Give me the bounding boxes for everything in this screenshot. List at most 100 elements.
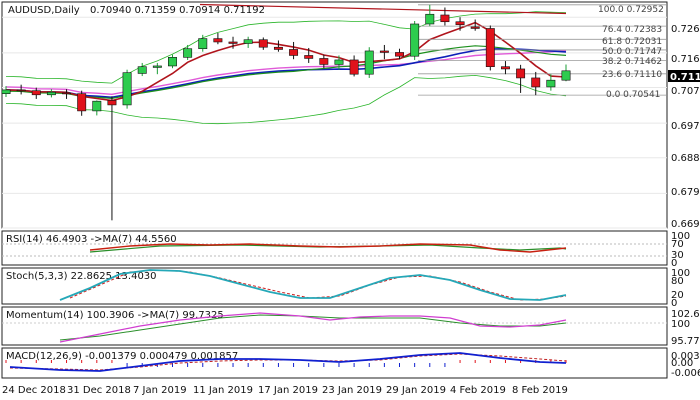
stoch-panel — [1, 267, 668, 305]
bear-candle — [16, 89, 26, 92]
bull-candle — [364, 50, 374, 75]
bull-candle — [1, 89, 11, 94]
momentum-line — [59, 312, 567, 343]
stoch-tick: 100 — [671, 268, 690, 279]
bull-candle — [546, 79, 556, 88]
moving-averages — [5, 3, 567, 102]
date-tick: 17 Jan 2019 — [258, 385, 318, 396]
bear-candle — [455, 21, 465, 26]
last-price-value: 0.71192 — [670, 72, 700, 83]
fib-label: 100.0 0.72952 — [598, 5, 664, 15]
rsi-tick: 100 — [671, 231, 690, 242]
bear-candle — [485, 28, 495, 67]
bear-candle — [304, 55, 314, 59]
bull-candle — [92, 100, 102, 112]
price-tick: 0.72620 — [671, 24, 700, 35]
price-tick: 0.71670 — [671, 54, 700, 65]
last-price-tag — [668, 70, 700, 82]
date-tick: 7 Jan 2019 — [133, 385, 187, 396]
fib-label: 0.0 0.70541 — [606, 90, 660, 100]
macd-tick: 0.003434 — [671, 351, 700, 362]
fibonacci-labels: 100.0 0.72952 76.4 0.72383 61.8 0.72031 … — [598, 5, 664, 100]
rsi-axis: 100 70 30 0 — [671, 231, 690, 269]
bull-candle — [122, 72, 132, 106]
bull-candle — [425, 13, 435, 25]
momentum-panel — [1, 306, 668, 346]
macd-label: MACD(12,26,9) -0.001379 0.000479 0.00185… — [6, 351, 238, 362]
ma-magenta-line — [5, 49, 567, 96]
bull-candle — [46, 91, 56, 96]
price-tick: 0.70745 — [671, 86, 700, 97]
stoch-tick: 0 — [671, 298, 677, 309]
stoch-label: Stoch(5,3,3) 22.8625 13.4030 — [6, 271, 157, 282]
bollinger-upper-band — [5, 11, 567, 84]
rsi-line — [89, 243, 567, 253]
price-tick: 0.67920 — [671, 187, 700, 198]
bear-candle — [470, 26, 480, 29]
bull-candle — [561, 70, 571, 81]
bear-candle — [228, 41, 238, 44]
price-tick: 0.69795 — [671, 121, 700, 132]
bear-candle — [531, 77, 541, 88]
price-axis: 0.72620 0.71670 0.70745 0.69795 0.68870 … — [671, 24, 700, 230]
macd-tick: -0.006272 — [671, 368, 700, 379]
date-tick: 4 Feb 2019 — [450, 385, 506, 396]
date-tick: 23 Jan 2019 — [322, 385, 382, 396]
bear-candle — [289, 49, 299, 56]
rsi-tick: 0 — [671, 258, 677, 269]
main-price-panel — [1, 1, 668, 229]
rsi-tick: 30 — [671, 250, 684, 261]
candlesticks — [1, 4, 571, 221]
stoch-tick: 20 — [671, 290, 684, 301]
ma-green-line — [5, 45, 567, 100]
ma-red-line — [5, 21, 567, 102]
trend-line — [199, 3, 567, 15]
momentum-axis: 102.6091 100 95.776 — [671, 309, 700, 347]
ohlc-readout: 0.70940 0.71359 0.70914 0.71192 — [90, 5, 265, 16]
momentum-tick: 95.776 — [671, 336, 700, 347]
bull-candle — [243, 39, 253, 44]
bear-candle — [273, 46, 283, 50]
date-tick: 11 Jan 2019 — [193, 385, 253, 396]
date-tick: 31 Dec 2018 — [67, 385, 131, 396]
bear-candle — [77, 93, 87, 112]
momentum-tick: 102.6091 — [671, 309, 700, 320]
bear-candle — [258, 39, 268, 48]
symbol-timeframe-label: AUDUSD,Daily — [8, 5, 80, 16]
fib-label: 61.8 0.72031 — [602, 37, 662, 47]
macd-main-line — [9, 352, 567, 372]
bull-candle — [152, 65, 162, 68]
rsi-label: RSI(14) 46.4903 ->MA(7) 44.5560 — [6, 234, 177, 245]
stoch-axis: 100 80 20 0 — [671, 268, 690, 309]
date-tick: 24 Dec 2018 — [2, 385, 66, 396]
bull-candle — [410, 23, 420, 57]
momentum-tick: 100 — [671, 319, 690, 330]
bear-candle — [319, 58, 329, 65]
ma-blue-line — [5, 47, 567, 99]
momentum-label: Momentum(14) 100.3906 ->MA(7) 99.7325 — [6, 310, 224, 321]
bear-candle — [213, 38, 223, 43]
bull-candle — [334, 59, 344, 65]
price-tick: 0.66995 — [671, 219, 700, 230]
bull-candle — [137, 66, 147, 74]
bear-candle — [31, 90, 41, 96]
bear-candle — [395, 52, 404, 57]
price-tick: 0.68870 — [671, 153, 700, 164]
fib-label: 23.6 0.71110 — [602, 70, 662, 80]
bear-candle — [349, 59, 359, 75]
date-tick: 8 Feb 2019 — [512, 385, 568, 396]
bear-candle — [107, 100, 117, 106]
fib-label: 38.2 0.71462 — [602, 57, 662, 67]
date-axis: 24 Dec 2018 31 Dec 2018 7 Jan 2019 11 Ja… — [2, 385, 568, 396]
stoch-main-line — [59, 269, 567, 301]
fibonacci-levels — [418, 4, 666, 96]
rsi-ma-line — [89, 244, 567, 253]
bear-candle — [62, 92, 72, 95]
rsi-tick: 70 — [671, 239, 684, 250]
bear-candle — [516, 68, 526, 79]
bull-candle — [168, 57, 177, 67]
bull-candle — [183, 48, 193, 58]
macd-tick: 0.00 — [671, 358, 693, 369]
fib-label: 50.0 0.71747 — [602, 47, 662, 57]
